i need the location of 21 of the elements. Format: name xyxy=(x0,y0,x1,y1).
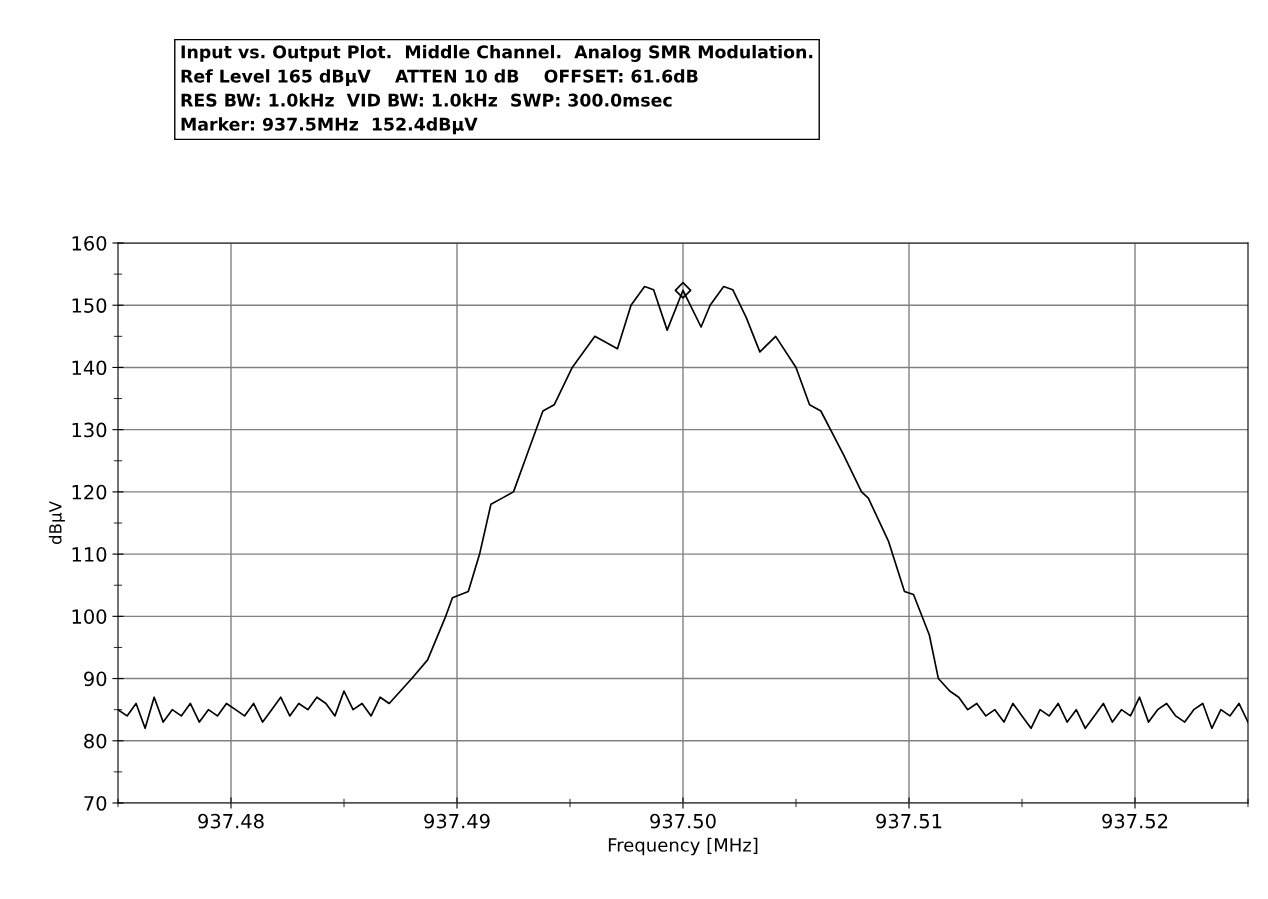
y-tick-label: 80 xyxy=(84,733,107,749)
chart-title: Input vs. Output Plot. Middle Channel. Analog SMR Modulation. xyxy=(181,45,813,62)
x-tick-label: 937.52 xyxy=(1102,813,1168,829)
y-tick-label: 70 xyxy=(84,795,107,811)
y-tick-label: 160 xyxy=(72,235,107,251)
text: RES BW: 1.0kHz VID BW: 1.0kHz SWP: 300.0msec xyxy=(181,93,672,107)
y-tick-label: 140 xyxy=(72,360,107,376)
y-tick-label: 130 xyxy=(72,422,107,438)
y-tick-label: 110 xyxy=(72,547,107,562)
y-tick-label: 100 xyxy=(72,609,107,624)
y-tick-label: 150 xyxy=(72,298,107,313)
x-tick-label: 937.51 xyxy=(876,813,942,829)
y-axis-title: dBµV xyxy=(48,501,65,545)
x-axis-title: Frequency [MHz] xyxy=(608,837,758,856)
y-tick-label: 120 xyxy=(72,484,107,500)
x-tick-label: 937.49 xyxy=(424,813,490,829)
text: Marker: 937.5MHz 152.4dBµV xyxy=(181,117,478,135)
x-tick-label: 937.50 xyxy=(650,813,716,829)
text: Ref Level 165 dBµV ATTEN 10 dB OFFSET: 61.6dB xyxy=(181,69,698,87)
y-tick-label: 90 xyxy=(84,671,107,687)
x-tick-label: 937.48 xyxy=(198,813,264,829)
